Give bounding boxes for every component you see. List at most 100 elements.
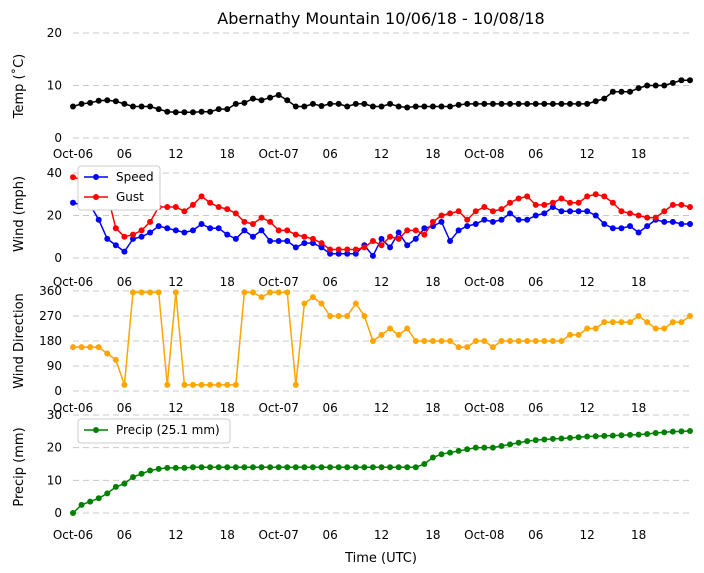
temp-point bbox=[592, 98, 599, 105]
temp-point bbox=[87, 99, 94, 106]
gust-point bbox=[258, 214, 265, 221]
direction-point bbox=[678, 319, 685, 326]
gust-point bbox=[601, 193, 608, 200]
speed-point bbox=[498, 216, 505, 223]
direction-point bbox=[172, 289, 179, 296]
direction-point bbox=[395, 331, 402, 338]
temp-point bbox=[309, 100, 316, 107]
direction-point bbox=[644, 319, 651, 326]
temp-point bbox=[301, 103, 308, 110]
precip-point bbox=[147, 467, 154, 474]
temp-point bbox=[129, 103, 136, 110]
wind-xtick-label: Oct-07 bbox=[258, 275, 298, 289]
speed-point bbox=[198, 221, 205, 227]
direction-point bbox=[241, 289, 248, 296]
precip-point bbox=[644, 430, 651, 437]
direction-point bbox=[232, 381, 239, 388]
precip-xtick-label: Oct-06 bbox=[53, 528, 93, 542]
temp-xtick-label: 06 bbox=[322, 147, 337, 161]
temp-point bbox=[412, 103, 419, 110]
precip-point bbox=[138, 470, 145, 477]
direction-point bbox=[70, 344, 76, 351]
speed-point bbox=[447, 238, 454, 244]
wind-xtick-label: 18 bbox=[631, 275, 646, 289]
speed-point bbox=[284, 238, 291, 244]
speed-point bbox=[241, 227, 248, 234]
precip-point bbox=[421, 461, 428, 467]
precip-point bbox=[292, 464, 299, 471]
temp-point bbox=[172, 109, 179, 116]
direction-point bbox=[344, 313, 351, 319]
gust-point bbox=[292, 231, 299, 238]
temp-point bbox=[661, 82, 668, 89]
temp-point bbox=[292, 103, 299, 110]
precip-xtick-label: 06 bbox=[322, 528, 337, 542]
gust-point bbox=[669, 201, 676, 208]
temp-point bbox=[352, 100, 359, 107]
speed-point bbox=[404, 242, 411, 249]
precip-point bbox=[609, 432, 616, 439]
wind-xtick-label: 12 bbox=[374, 275, 389, 289]
speed-point bbox=[532, 212, 539, 219]
speed-point bbox=[678, 221, 685, 227]
temp-point bbox=[164, 108, 171, 115]
temp-point bbox=[609, 88, 616, 95]
temp-point bbox=[361, 100, 368, 107]
wind-ytick-label: 40 bbox=[47, 166, 62, 180]
direction-point bbox=[584, 325, 591, 332]
direction-point bbox=[549, 338, 556, 344]
direction-point bbox=[189, 381, 196, 388]
temp-point bbox=[318, 102, 325, 109]
speed-point bbox=[464, 223, 471, 230]
gust-point bbox=[344, 246, 351, 253]
direction-point bbox=[575, 331, 582, 338]
direction-line bbox=[73, 291, 691, 386]
temp-xtick-label: 06 bbox=[117, 147, 132, 161]
precip-xtick-label: 18 bbox=[425, 528, 440, 542]
precip-xtick-label: Oct-08 bbox=[464, 528, 504, 542]
direction-point bbox=[138, 289, 145, 296]
direction-point bbox=[369, 338, 376, 344]
wind-xtick-label: 06 bbox=[322, 275, 337, 289]
speed-point bbox=[395, 229, 402, 236]
direction-point bbox=[567, 331, 574, 338]
precip-ytick-label: 0 bbox=[54, 506, 62, 520]
precip-point bbox=[669, 428, 676, 435]
direction-point bbox=[489, 344, 496, 351]
gust-point bbox=[507, 199, 514, 206]
temp-point bbox=[189, 109, 196, 116]
temp-point bbox=[618, 88, 625, 95]
speed-point bbox=[421, 225, 428, 232]
direction-point bbox=[507, 338, 514, 344]
direction-point bbox=[618, 319, 625, 326]
direction-point bbox=[635, 313, 642, 319]
precip-point bbox=[198, 464, 205, 471]
direction-point bbox=[224, 381, 231, 388]
precip-point bbox=[361, 464, 368, 471]
precip-point bbox=[189, 464, 196, 471]
precip-point bbox=[104, 490, 111, 497]
temp-point bbox=[678, 77, 685, 84]
gust-point bbox=[224, 206, 231, 213]
speed-point bbox=[507, 210, 514, 217]
precip-point bbox=[241, 464, 248, 471]
speed-point bbox=[189, 227, 196, 234]
direction-ytick-label: 360 bbox=[39, 284, 62, 298]
temp-point bbox=[78, 100, 85, 107]
precip-point bbox=[129, 474, 136, 481]
gust-point bbox=[541, 201, 548, 208]
temp-point bbox=[284, 97, 291, 104]
legend-label: Precip (25.1 mm) bbox=[116, 423, 220, 437]
temp-xtick-label: 18 bbox=[631, 147, 646, 161]
direction-point bbox=[421, 338, 428, 344]
wind-xtick-label: 12 bbox=[580, 275, 595, 289]
gust-point bbox=[635, 212, 642, 219]
speed-point bbox=[524, 216, 531, 223]
precip-xtick-label: 12 bbox=[374, 528, 389, 542]
temp-xtick-label: 12 bbox=[168, 147, 183, 161]
temp-xtick-label: 12 bbox=[374, 147, 389, 161]
temp-xtick-label: 12 bbox=[580, 147, 595, 161]
gust-point bbox=[558, 195, 565, 202]
temp-point bbox=[198, 108, 205, 115]
precip-point bbox=[464, 446, 471, 453]
